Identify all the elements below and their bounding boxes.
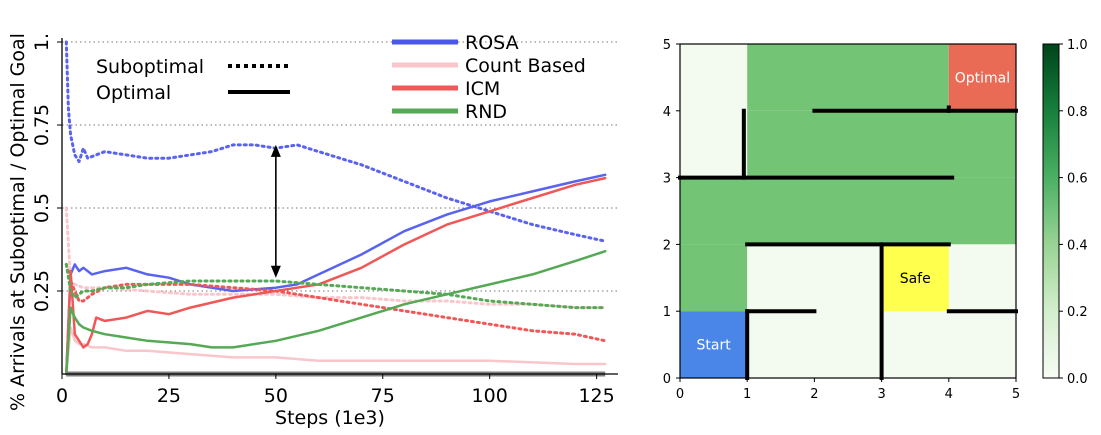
y-tick-label: 0.75: [31, 104, 53, 146]
x-tick-label: 25: [157, 385, 181, 407]
series-line-icm-solid: [65, 176, 607, 376]
y-axis-label: % Arrivals at Suboptimal / Optimal Goal: [7, 33, 29, 411]
heatmap-y-tick-label: 3: [663, 172, 671, 187]
heatmap-frame: [679, 43, 1017, 379]
style-legend-label: Optimal: [96, 82, 171, 104]
heatmap-x-tick-label: 3: [877, 387, 885, 402]
double-arrow-annotation: [270, 144, 281, 278]
y-tick-labels: 1. 0.75 0.5 0.25: [31, 33, 62, 312]
x-tick-labels: 0 25 50 75 100 125: [56, 374, 615, 407]
series-line-count-based-solid: [65, 326, 607, 376]
colorbar-tick-label: 0.0: [1067, 372, 1088, 387]
goal-label-safe: Safe: [900, 271, 931, 287]
heatmap-cell: [680, 44, 748, 111]
goal-label-start: Start: [696, 338, 731, 354]
x-tick-label: 0: [56, 385, 68, 407]
heatmap-axes: [679, 43, 1017, 379]
colorbar: 0.0 0.2 0.4 0.6 0.8 1.0: [1042, 38, 1088, 387]
colorbar-gradient: [1042, 43, 1060, 379]
arrow-head-down: [270, 265, 281, 278]
goal-label-optimal: Optimal: [955, 70, 1010, 86]
series-legend-label: ROSA: [465, 32, 519, 54]
series-line-rosa-dotted: [64, 40, 607, 243]
series-legend-label: Count Based: [465, 55, 586, 77]
goal-cells: Start Safe Optimal: [680, 44, 1016, 378]
arrow-head-up: [270, 144, 281, 157]
goal-cell-start: [680, 311, 748, 378]
style-legend-label: Suboptimal: [96, 56, 204, 78]
heatmap-cell: [680, 110, 748, 178]
heatmap-x-tick-label: 4: [945, 387, 953, 402]
heatmap-cell: [747, 44, 949, 111]
y-tick-label: 0.5: [31, 193, 53, 223]
heatmap-x-tick-label: 5: [1012, 387, 1020, 402]
goal-cell-safe: [881, 244, 949, 312]
series-lines: [64, 40, 607, 377]
heatmap-x-tick-label: 1: [743, 387, 751, 402]
heatmap-cell: [948, 244, 1016, 312]
heatmap-y-tick-label: 0: [663, 372, 671, 387]
line-chart: 0 25 50 75 100 125 1.0.750.50.25 Steps (1e3) …: [7, 32, 618, 429]
colorbar-tick-label: 0.6: [1067, 172, 1088, 187]
axes: [61, 38, 618, 375]
goal-cell-optimal: [948, 44, 1016, 111]
series-line-rnd-dotted: [64, 262, 607, 310]
heatmap-y-tick-label: 5: [663, 38, 671, 53]
style-legend: Suboptimal Optimal: [96, 56, 290, 104]
heatmap-y-tick-label: 2: [663, 238, 671, 253]
x-tick-label: 50: [264, 385, 288, 407]
series-line-rnd-solid: [65, 249, 607, 376]
heatmap-y-tick-label: 1: [663, 305, 671, 320]
series-line-icm-dotted: [64, 262, 607, 343]
x-tick-label: 75: [371, 385, 395, 407]
colorbar-tick-label: 0.2: [1067, 305, 1088, 320]
grid-lines: [62, 41, 618, 292]
colorbar-tick-label: 0.8: [1067, 105, 1088, 120]
series-line-count-based-dotted: [64, 206, 607, 310]
grid-world-heatmap: Start Safe Optimal 0 1 2 3 4 5 0 1 2 3 4 5: [663, 38, 1020, 402]
colorbar-tick-label: 1.0: [1067, 38, 1088, 53]
series-line-rosa-solid: [65, 173, 607, 376]
y-tick-label: 1.: [31, 33, 53, 51]
x-tick-label: 125: [578, 385, 614, 407]
series-legend-label: ICM: [465, 78, 500, 100]
colorbar-tick-label: 0.4: [1067, 238, 1088, 253]
x-axis-label: Steps (1e3): [275, 407, 385, 429]
heatmap-x-tick-label: 2: [810, 387, 818, 402]
heatmap-cell: [680, 177, 1016, 245]
heatmap-tick-labels: 0 1 2 3 4 5 0 1 2 3 4 5: [663, 38, 1020, 402]
y-tick-label: 0.25: [31, 270, 53, 312]
walls: [678, 105, 1018, 380]
x-tick-label: 100: [472, 385, 508, 407]
series-legend-label: RND: [465, 101, 507, 123]
heatmap-x-tick-label: 0: [676, 387, 684, 402]
heatmap-cell: [747, 110, 1016, 178]
heatmap-y-tick-label: 4: [663, 105, 671, 120]
heatmap-cell: [680, 244, 748, 312]
